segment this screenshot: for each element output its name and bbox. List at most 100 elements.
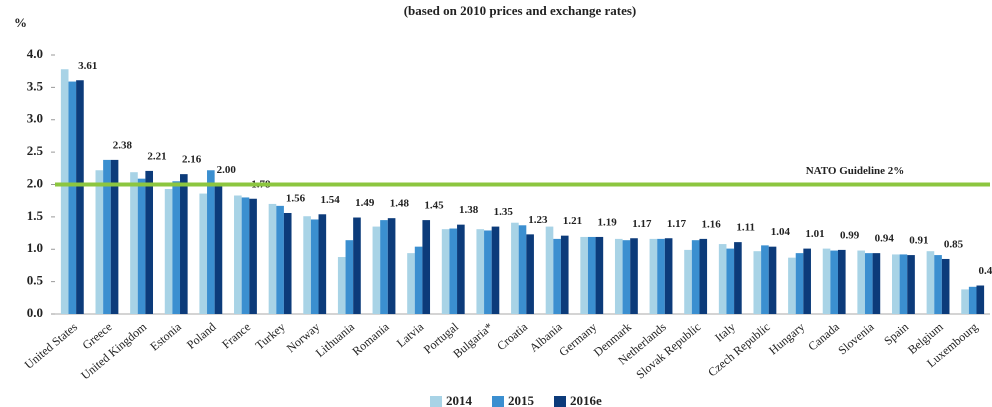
data-label: 1.04 [771,226,791,238]
y-tick-label: 2.5 [27,143,44,158]
chart-subtitle: (based on 2010 prices and exchange rates… [404,3,637,18]
x-tick-label: Romania [349,319,392,358]
bar [545,226,554,314]
data-label: 1.19 [598,216,618,228]
y-axis-label: % [14,15,27,30]
bar [407,253,415,314]
bar [76,80,84,314]
y-tick-label: 0.0 [27,305,43,320]
x-tick-label: Turkey [253,320,288,353]
data-label: 1.11 [736,222,755,234]
data-label: 2.21 [147,150,166,162]
bar [622,240,631,314]
legend-swatch [430,396,442,407]
bar [414,246,423,314]
data-label: 1.48 [390,198,410,210]
y-tick-label: 4.0 [27,46,43,61]
bar [649,238,658,314]
y-tick-label: 3.0 [27,111,43,126]
bar [699,238,708,314]
x-tick-label: Croatia [494,319,531,353]
legend-label: 2015 [508,393,535,407]
bar [457,224,465,314]
y-tick-label: 0.5 [27,273,44,288]
bar [684,249,692,314]
data-label: 0.91 [909,235,928,247]
bar [934,255,942,314]
bar [310,219,319,314]
bar [476,229,485,314]
bar [95,170,104,314]
x-tick-label: Hungary [766,320,807,358]
bar [630,238,638,314]
x-tick-label: Poland [184,320,219,352]
bar [822,248,831,314]
bar [345,240,354,314]
data-label: 1.45 [424,200,444,212]
bar [580,236,588,314]
x-tick-label: Germany [556,320,599,359]
data-label: 1.56 [286,193,306,205]
data-label: 2.00 [217,164,237,176]
bar [976,285,985,314]
bar [768,246,777,314]
bar [241,197,250,314]
bar [491,226,500,314]
bar [788,257,796,314]
bar [518,225,527,314]
bar [145,170,154,314]
data-label: 1.23 [528,214,548,226]
bar [830,250,838,314]
data-label: 1.17 [632,218,652,230]
bar [795,253,804,314]
y-tick-label: 1.5 [27,208,44,223]
x-tick-label: Czech Republic [705,320,772,380]
x-tick-label: France [219,320,253,352]
bar [449,228,458,314]
y-tick-label: 3.5 [27,78,44,93]
data-label: 2.38 [113,139,133,151]
data-label: 1.38 [459,204,479,216]
bar [753,251,762,314]
bar [614,238,623,314]
data-label: 0.94 [875,233,895,245]
bar [664,238,673,314]
data-label: 0.44 [978,265,992,277]
x-tick-label: Slovenia [835,319,877,357]
bar [103,159,111,314]
data-label: 1.17 [667,218,687,230]
bar [380,220,388,314]
bar [199,193,208,314]
bar [803,248,811,314]
data-label: 1.54 [321,194,341,206]
bar [387,218,396,314]
bar [137,178,146,314]
y-tick-label: 1.0 [27,240,43,255]
data-label: 1.16 [701,218,721,230]
bar [164,189,173,314]
bar [968,286,977,314]
bar [691,240,700,314]
bar [484,230,492,314]
legend-swatch [492,396,504,407]
bar [318,214,327,314]
y-tick-label: 2.0 [27,175,43,190]
bar [511,222,519,314]
bar [172,181,181,314]
bar [857,250,865,314]
bar [303,216,311,314]
data-label: 2.16 [182,154,202,166]
legend-label: 2016e [570,393,602,407]
bar [268,203,277,314]
bar [60,69,69,315]
data-label: 3.61 [78,60,97,72]
bar [553,238,561,314]
bar [441,229,450,314]
bar [372,226,381,314]
bar [926,251,935,314]
bar [337,257,346,314]
bar [907,255,915,314]
bar [961,289,969,314]
data-label: 0.99 [840,229,860,241]
